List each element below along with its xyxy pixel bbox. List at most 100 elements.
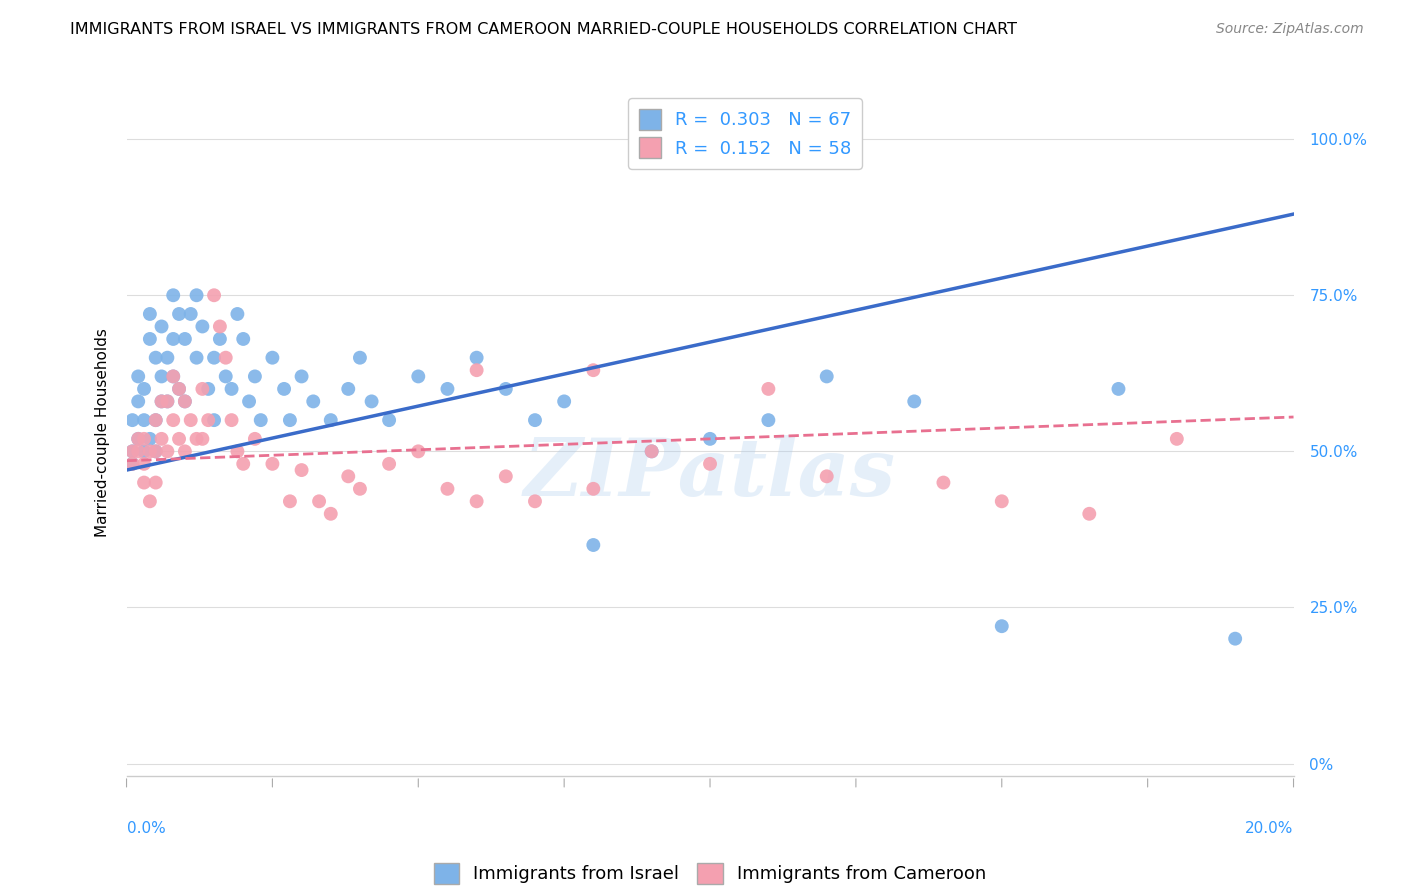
- Point: [990, 494, 1012, 508]
- Point: [132, 432, 155, 446]
- Point: [249, 413, 271, 427]
- Point: [582, 538, 605, 552]
- Text: IMMIGRANTS FROM ISRAEL VS IMMIGRANTS FROM CAMEROON MARRIED-COUPLE HOUSEHOLDS COR: IMMIGRANTS FROM ISRAEL VS IMMIGRANTS FRO…: [70, 22, 1018, 37]
- Point: [524, 494, 547, 508]
- Point: [127, 369, 149, 384]
- Point: [582, 363, 605, 377]
- Point: [156, 351, 179, 365]
- Point: [349, 482, 371, 496]
- Point: [202, 351, 225, 365]
- Point: [243, 432, 266, 446]
- Point: [290, 463, 312, 477]
- Point: [495, 469, 517, 483]
- Point: [197, 382, 219, 396]
- Point: [191, 382, 214, 396]
- Point: [162, 332, 184, 346]
- Point: [167, 382, 190, 396]
- Point: [162, 288, 184, 302]
- Point: [337, 469, 360, 483]
- Point: [378, 413, 401, 427]
- Point: [815, 469, 838, 483]
- Point: [156, 394, 179, 409]
- Point: [360, 394, 382, 409]
- Point: [1166, 432, 1188, 446]
- Point: [191, 319, 214, 334]
- Point: [145, 413, 167, 427]
- Point: [1108, 382, 1130, 396]
- Point: [127, 432, 149, 446]
- Point: [302, 394, 325, 409]
- Point: [180, 413, 202, 427]
- Point: [191, 432, 214, 446]
- Point: [197, 413, 219, 427]
- Point: [465, 494, 488, 508]
- Point: [186, 432, 208, 446]
- Point: [495, 382, 517, 396]
- Point: [127, 394, 149, 409]
- Point: [139, 444, 162, 458]
- Point: [378, 457, 401, 471]
- Point: [465, 363, 488, 377]
- Point: [127, 444, 149, 458]
- Point: [174, 394, 197, 409]
- Point: [132, 475, 155, 490]
- Text: 0.0%: 0.0%: [127, 821, 166, 836]
- Point: [243, 369, 266, 384]
- Point: [238, 394, 260, 409]
- Point: [162, 369, 184, 384]
- Point: [180, 307, 202, 321]
- Point: [208, 319, 231, 334]
- Point: [215, 351, 238, 365]
- Point: [139, 494, 162, 508]
- Point: [174, 394, 197, 409]
- Point: [640, 444, 664, 458]
- Point: [903, 394, 925, 409]
- Point: [150, 432, 173, 446]
- Point: [167, 432, 190, 446]
- Point: [436, 482, 458, 496]
- Point: [167, 382, 190, 396]
- Point: [699, 457, 721, 471]
- Point: [121, 444, 143, 458]
- Point: [145, 413, 167, 427]
- Point: [699, 432, 721, 446]
- Point: [174, 444, 197, 458]
- Point: [174, 332, 197, 346]
- Legend: Immigrants from Israel, Immigrants from Cameroon: Immigrants from Israel, Immigrants from …: [425, 854, 995, 892]
- Point: [436, 382, 458, 396]
- Point: [121, 457, 143, 471]
- Text: 20.0%: 20.0%: [1246, 821, 1294, 836]
- Point: [221, 413, 243, 427]
- Text: Source: ZipAtlas.com: Source: ZipAtlas.com: [1216, 22, 1364, 37]
- Point: [553, 394, 575, 409]
- Y-axis label: Married-couple Households: Married-couple Households: [94, 328, 110, 537]
- Point: [121, 457, 143, 471]
- Point: [226, 444, 249, 458]
- Point: [319, 507, 342, 521]
- Point: [150, 369, 173, 384]
- Text: ZIPatlas: ZIPatlas: [524, 435, 896, 513]
- Point: [232, 332, 254, 346]
- Point: [337, 382, 360, 396]
- Point: [582, 482, 605, 496]
- Point: [262, 457, 284, 471]
- Point: [308, 494, 330, 508]
- Point: [524, 413, 547, 427]
- Point: [132, 382, 155, 396]
- Point: [465, 351, 488, 365]
- Point: [156, 394, 179, 409]
- Point: [150, 394, 173, 409]
- Point: [208, 332, 231, 346]
- Point: [408, 444, 430, 458]
- Point: [127, 432, 149, 446]
- Point: [273, 382, 295, 396]
- Point: [278, 413, 301, 427]
- Point: [121, 444, 143, 458]
- Point: [145, 351, 167, 365]
- Point: [815, 369, 838, 384]
- Point: [139, 307, 162, 321]
- Point: [132, 413, 155, 427]
- Point: [278, 494, 301, 508]
- Point: [145, 444, 167, 458]
- Point: [145, 444, 167, 458]
